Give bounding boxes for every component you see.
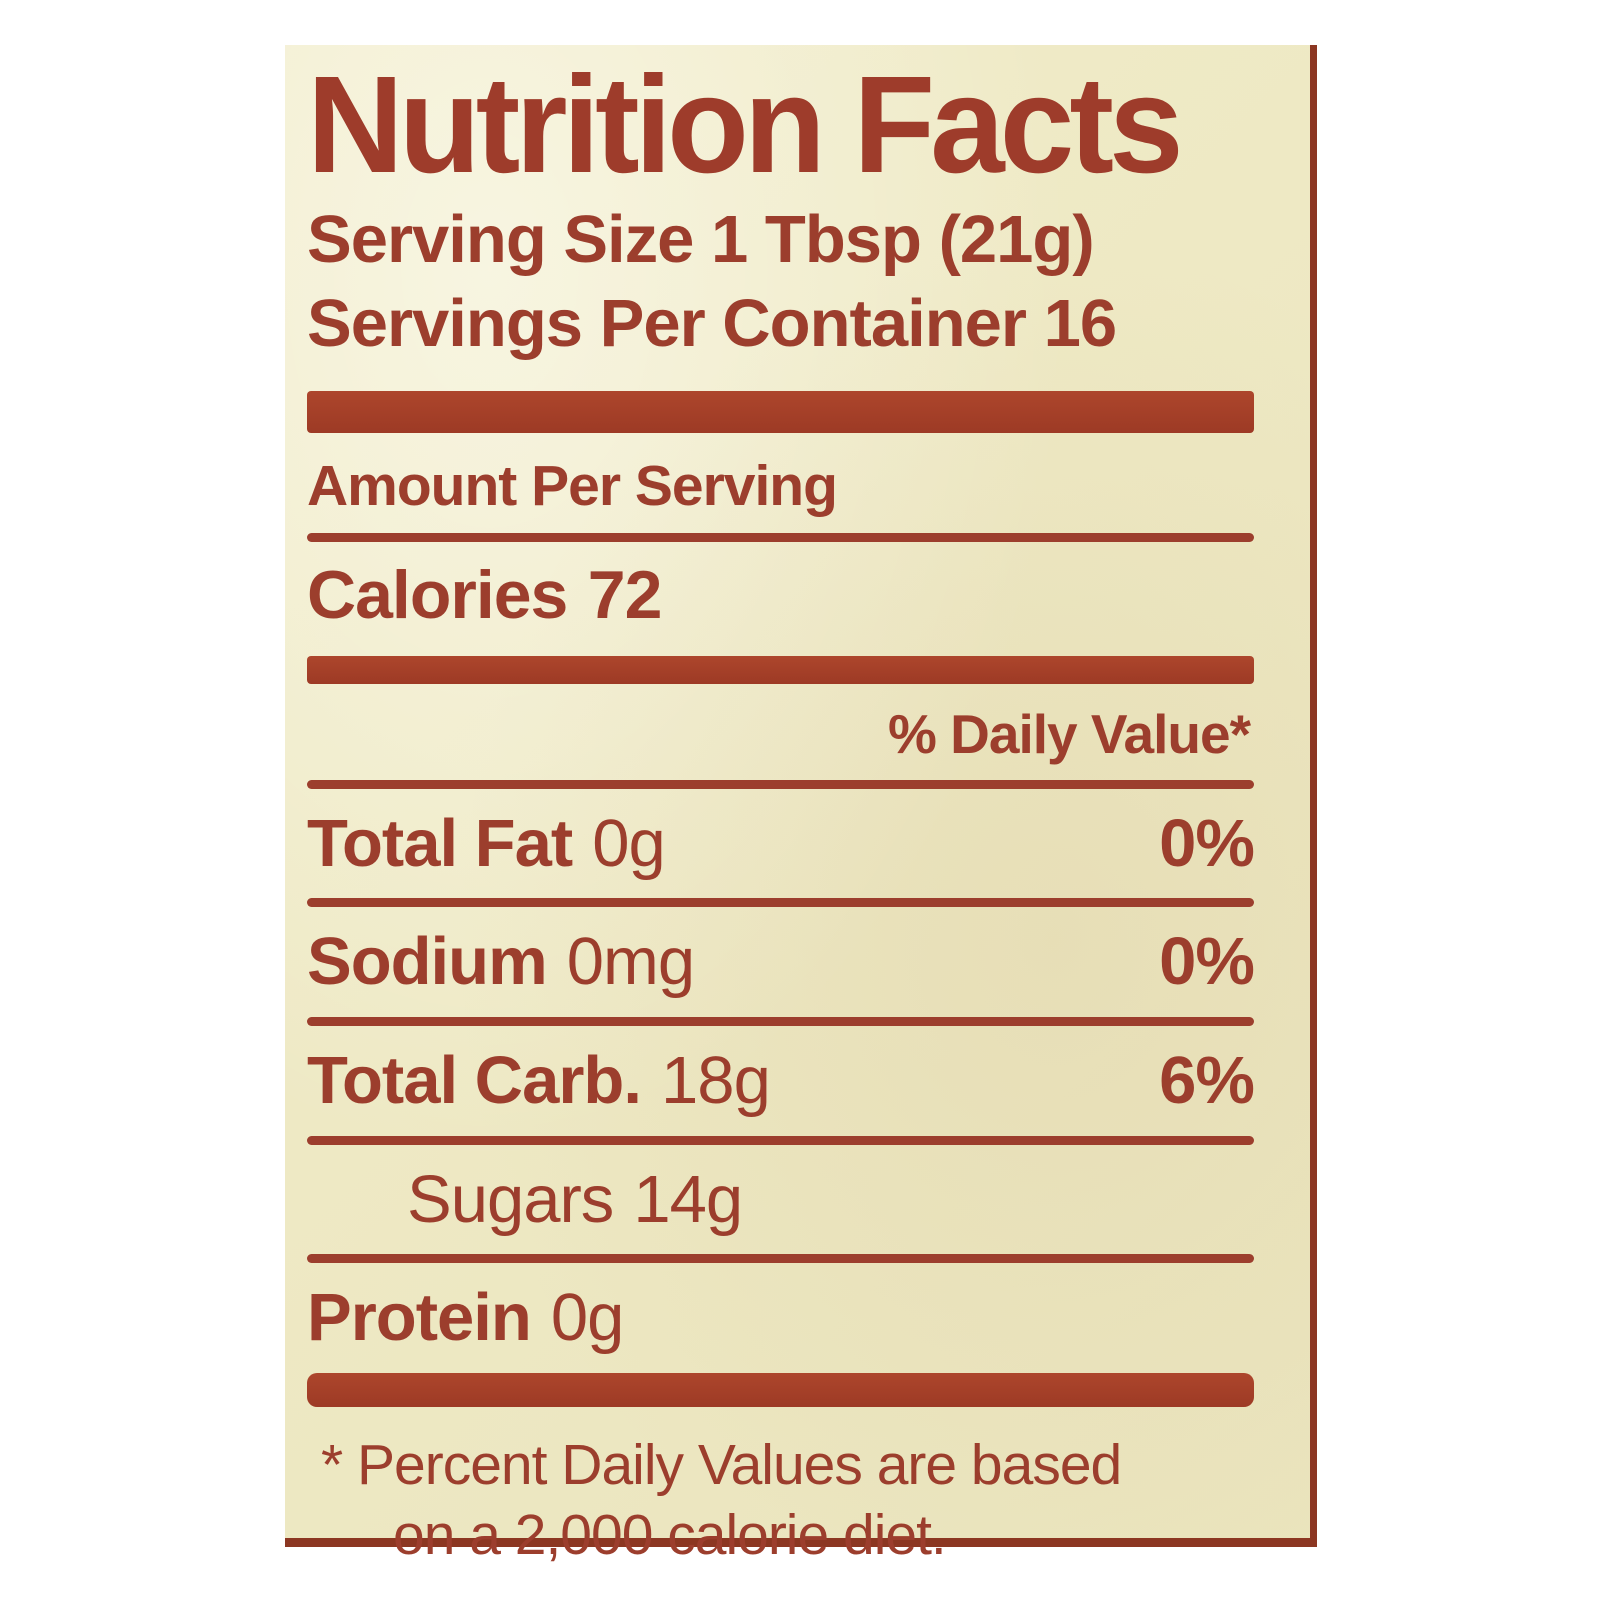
nutrient-name: Sugars xyxy=(407,1161,614,1237)
label-title: Nutrition Facts xyxy=(307,48,1184,202)
nutrient-name-amount: Sugars 14g xyxy=(407,1161,743,1237)
footnote-line-2: on a 2,000 calorie diet. xyxy=(393,1502,947,1567)
thin-divider-rule xyxy=(307,1017,1254,1027)
calories-row: Calories 72 xyxy=(307,556,1254,634)
calories-value: 72 xyxy=(587,556,663,633)
nutrient-amount: 0mg xyxy=(566,924,695,1000)
thin-divider-rule xyxy=(307,1254,1254,1264)
thin-divider-rule xyxy=(307,779,1254,789)
thin-divider-rule xyxy=(307,532,1254,542)
footnote-line-1: * Percent Daily Values are based xyxy=(321,1433,1122,1498)
nutrition-facts-label: Nutrition Facts Serving Size 1 Tbsp (21g… xyxy=(285,45,1317,1567)
nutrient-amount: 18g xyxy=(661,1043,771,1119)
nutrient-amount: 14g xyxy=(633,1161,743,1237)
nutrient-daily-value: 0% xyxy=(1159,805,1255,881)
nutrient-daily-value: 6% xyxy=(1159,1043,1255,1119)
daily-value-header: % Daily Value* xyxy=(887,702,1251,765)
thick-divider-bar xyxy=(307,1373,1254,1408)
amount-per-serving-heading: Amount Per Serving xyxy=(307,453,838,518)
nutrient-row-total-fat: Total Fat 0g 0% xyxy=(307,805,1255,881)
nutrient-daily-value: 0% xyxy=(1159,924,1255,1000)
nutrient-name-amount: Total Fat 0g xyxy=(307,805,666,881)
thin-divider-rule xyxy=(307,898,1254,908)
servings-per-container-line: Servings Per Container 16 xyxy=(307,286,1117,362)
thick-divider-bar xyxy=(307,655,1254,684)
daily-value-footnote: * Percent Daily Values are based on a 2,… xyxy=(321,1431,1254,1570)
nutrient-name: Total Carb. xyxy=(307,1043,642,1119)
nutrient-name: Sodium xyxy=(307,924,548,1000)
nutrient-name-amount: Total Carb. 18g xyxy=(307,1043,771,1119)
thin-divider-rule xyxy=(307,1135,1254,1145)
nutrient-row-sugars: Sugars 14g xyxy=(307,1161,1254,1237)
nutrient-name: Protein xyxy=(307,1280,532,1356)
nutrient-row-sodium: Sodium 0mg 0% xyxy=(307,924,1255,1000)
nutrient-row-total-carb: Total Carb. 18g 6% xyxy=(307,1043,1255,1119)
nutrient-amount: 0g xyxy=(550,1280,625,1356)
nutrient-name: Total Fat xyxy=(307,805,573,881)
serving-size-line: Serving Size 1 Tbsp (21g) xyxy=(307,201,1095,277)
nutrient-name-amount: Protein 0g xyxy=(307,1280,625,1356)
thick-divider-bar xyxy=(307,390,1254,433)
nutrient-name-amount: Sodium 0mg xyxy=(307,924,695,1000)
calories-label: Calories xyxy=(307,556,568,633)
nutrient-row-protein: Protein 0g xyxy=(307,1281,1254,1355)
nutrient-amount: 0g xyxy=(592,805,666,881)
